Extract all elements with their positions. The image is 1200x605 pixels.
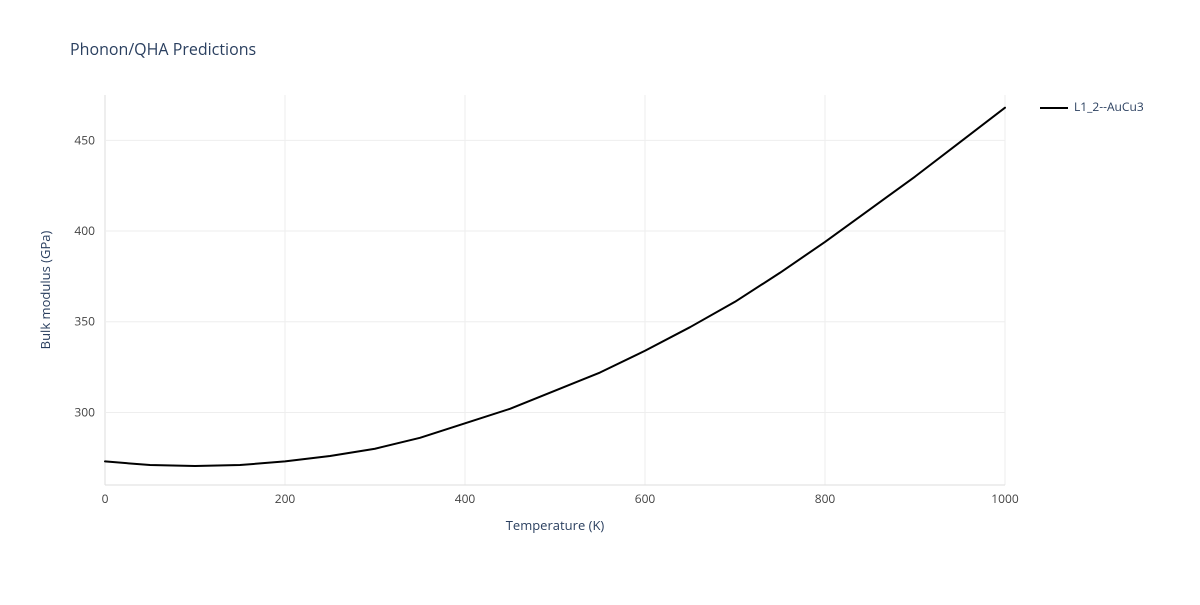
x-axis-label: Temperature (K) [506, 516, 605, 534]
y-tick-label: 400 [74, 222, 95, 239]
legend: L1_2--AuCu3 [1040, 98, 1144, 115]
x-tick-label: 400 [455, 490, 476, 507]
y-axis-label: Bulk modulus (GPa) [36, 231, 54, 350]
plot-svg: 0 200 400 600 800 1000 300 350 400 450 Temperature… [0, 0, 1200, 600]
legend-swatch [1040, 107, 1068, 109]
y-tick-label: 300 [74, 403, 95, 420]
chart-container: Phonon/QHA Predictions 0 200 400 600 800 1000… [0, 0, 1200, 600]
x-tick-label: 600 [635, 490, 656, 507]
x-tick-label: 1000 [991, 490, 1019, 507]
y-tick-label: 350 [74, 313, 95, 330]
y-tick-label: 450 [74, 131, 95, 148]
legend-label: L1_2--AuCu3 [1074, 98, 1144, 115]
x-tick-label: 0 [102, 490, 109, 507]
chart-title: Phonon/QHA Predictions [70, 38, 256, 60]
x-tick-label: 200 [275, 490, 296, 507]
x-tick-label: 800 [815, 490, 836, 507]
legend-item[interactable]: L1_2--AuCu3 [1040, 98, 1144, 115]
